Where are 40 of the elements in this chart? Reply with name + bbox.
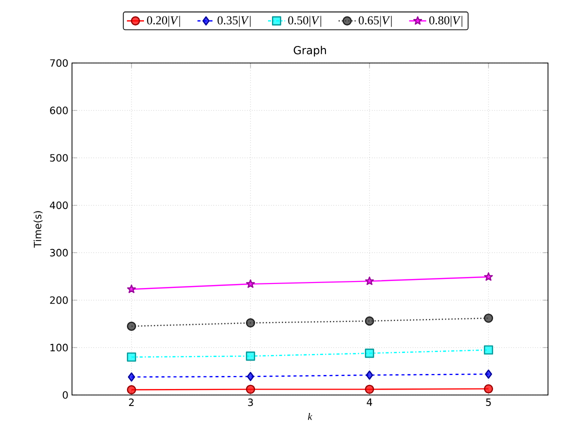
point — [126, 352, 136, 362]
y-tick-label: 0 — [62, 391, 68, 399]
y-tick-label: 500 — [50, 154, 68, 162]
point — [246, 352, 256, 361]
point — [364, 384, 374, 394]
point — [484, 272, 493, 281]
chart-title: Graph — [294, 46, 326, 56]
point — [128, 372, 136, 382]
x-tick-label: 5 — [486, 398, 491, 406]
y-tick-label: 400 — [50, 201, 68, 210]
legend-label: 0.65|V| — [358, 16, 392, 27]
legend-label: 0.20|V| — [147, 16, 180, 27]
point — [484, 345, 494, 355]
point — [246, 279, 255, 288]
point — [364, 348, 374, 358]
point — [126, 385, 136, 394]
point — [484, 314, 494, 323]
x-tick-label: 2 — [129, 398, 134, 406]
x-axis-title: k — [308, 412, 312, 420]
point — [365, 276, 374, 286]
legend-label: 0.80|V| — [429, 16, 462, 27]
point — [127, 284, 136, 294]
point — [246, 318, 256, 328]
point — [246, 384, 256, 394]
legend-label: 0.50|V| — [288, 16, 322, 27]
point — [366, 370, 374, 380]
y-tick-label: 100 — [50, 344, 68, 352]
point — [364, 316, 374, 326]
y-tick-label: 600 — [50, 106, 68, 114]
y-axis-title: Time(s) — [34, 211, 43, 248]
y-tick-label: 300 — [50, 248, 68, 256]
point — [484, 370, 492, 379]
point — [126, 322, 136, 331]
legend-label: 0.35|V| — [218, 16, 251, 27]
y-tick-label: 200 — [50, 296, 68, 304]
point — [246, 372, 254, 382]
y-tick-label: 700 — [50, 59, 68, 67]
x-tick-label: 4 — [366, 398, 372, 406]
point — [484, 384, 494, 394]
x-tick-label: 3 — [248, 398, 253, 406]
